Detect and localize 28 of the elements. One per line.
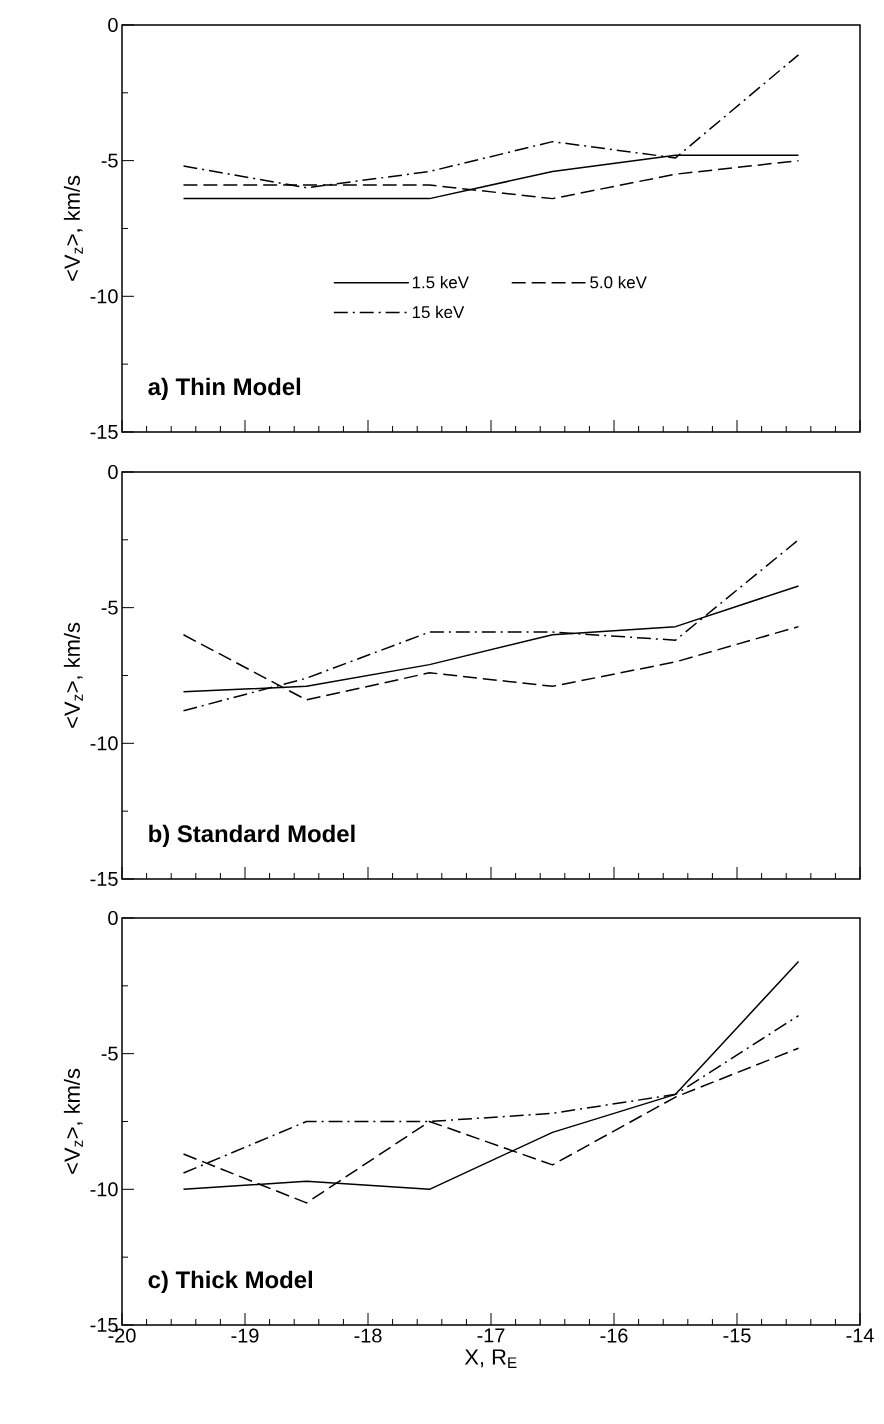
- x-tick-label: -16: [600, 1328, 628, 1343]
- x-axis-title: X, R$_{E}$: [464, 1349, 517, 1368]
- y-tick-label: -5: [101, 600, 118, 615]
- annotation: a) Thin Model: [148, 377, 301, 400]
- y-tick-label: 0: [108, 464, 118, 480]
- y-tick-label: -15: [90, 872, 118, 886]
- y-axis-title: <V$_{z}$>, km/s: [63, 622, 83, 728]
- x-tick-label: -14: [846, 1328, 874, 1343]
- y-tick-label: 0: [108, 17, 118, 33]
- x-tick-label: -15: [723, 1328, 751, 1343]
- y-tick-label: -15: [90, 425, 118, 439]
- y-tick-label: -10: [90, 1182, 118, 1197]
- y-tick-label: 0: [108, 910, 118, 926]
- y-tick-label: -5: [101, 1046, 118, 1061]
- y-tick-label: -10: [90, 289, 118, 304]
- y-axis-title: <V$_{z}$>, km/s: [63, 1068, 83, 1174]
- x-tick-label: -19: [231, 1328, 259, 1343]
- legend-label: 5.0 keV: [590, 275, 647, 289]
- x-tick-label: -17: [477, 1328, 505, 1343]
- legend-label: 15 keV: [412, 305, 465, 319]
- legend-label: 1.5 keV: [412, 275, 469, 289]
- x-tick-label: -18: [354, 1328, 382, 1343]
- y-axis-title: <V$_{z}$>, km/s: [63, 175, 83, 281]
- annotation: b) Standard Model: [149, 824, 355, 847]
- y-tick-label: -5: [101, 153, 118, 168]
- annotation: c) Thick Model: [148, 1270, 313, 1293]
- y-tick-label: -10: [90, 736, 118, 751]
- line-series: [182, 539, 800, 712]
